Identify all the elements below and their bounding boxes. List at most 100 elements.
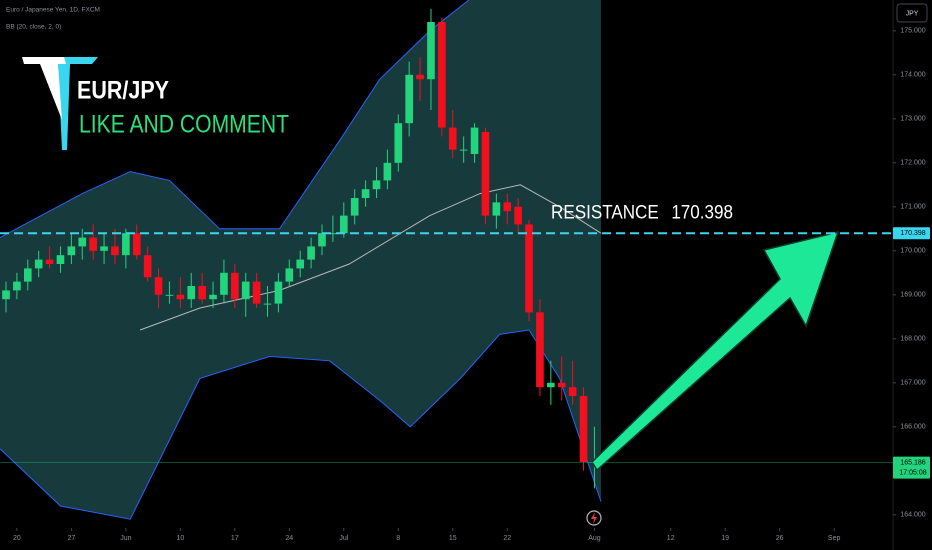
y-tick-label: 173.000 (900, 116, 925, 123)
x-tick-label: 27 (67, 535, 75, 542)
candle-body (13, 281, 21, 291)
y-tick-label: 169.000 (900, 292, 925, 299)
alert-icon[interactable] (586, 510, 602, 526)
x-tick-label: Jul (339, 535, 348, 542)
candle-body (67, 246, 76, 256)
resistance-annotation: RESISTANCE 170.398 (551, 202, 733, 223)
candle-body (547, 382, 555, 388)
chart-title: Euro / Japanese Yen, 1D, FXCM (6, 7, 100, 14)
candle-body (568, 387, 577, 396)
candle-body (372, 180, 381, 190)
x-tick-label: 20 (13, 535, 21, 542)
candle-body (263, 303, 272, 305)
candle-body (78, 237, 87, 247)
candle-body (383, 162, 392, 181)
x-tick-label: 17 (231, 535, 239, 542)
indicator-label: BB (20, close, 2, 0) (6, 24, 61, 31)
logo (22, 57, 98, 150)
candle-body (557, 382, 566, 388)
candle-body (307, 246, 315, 260)
candle-body (111, 246, 119, 256)
y-tick-label: 168.000 (900, 336, 925, 343)
x-tick-label: 22 (503, 535, 511, 542)
y-tick-label: 166.000 (900, 424, 925, 431)
candle-body (252, 281, 261, 304)
last-price-tag (893, 456, 930, 479)
x-tick-label: Aug (588, 535, 601, 542)
candle-body (394, 123, 403, 163)
resistance-value: 170.398 (671, 202, 733, 223)
candle-body (405, 74, 413, 124)
candle-body (329, 233, 337, 235)
y-tick-label: 172.000 (900, 160, 925, 167)
last-price-label: 165.186 (900, 459, 925, 466)
candle-body (350, 198, 359, 216)
candle-body (176, 294, 185, 300)
y-tick-label: 167.000 (900, 380, 925, 387)
candle-body (361, 189, 370, 198)
candle-body (89, 237, 97, 251)
resistance-tag (893, 227, 930, 240)
candle-body (241, 281, 250, 300)
x-tick-label: Jun (120, 535, 131, 542)
candle-body (579, 396, 588, 462)
candle-body (2, 290, 10, 300)
candle-body (132, 233, 141, 256)
x-tick-label: 15 (449, 535, 457, 542)
currency-label: JPY (906, 10, 919, 17)
candle-body (154, 277, 163, 295)
y-tick-label: 164.000 (900, 512, 925, 519)
y-tick-label: 170.000 (900, 248, 925, 255)
candle-body (143, 255, 152, 278)
x-tick-label: 12 (667, 535, 675, 542)
x-tick-label: 24 (285, 535, 293, 542)
candle-body (100, 246, 108, 251)
candle-body (470, 127, 479, 154)
x-tick-label: 8 (396, 535, 400, 542)
x-tick-label: 19 (721, 535, 729, 542)
candle-body (45, 259, 54, 264)
candle-body (416, 74, 424, 80)
resistance-label: RESISTANCE (551, 202, 659, 223)
candle-body (56, 255, 65, 264)
band-line (0, 0, 470, 239)
candle-body (318, 233, 326, 247)
candle-body (285, 268, 294, 282)
candle-body (209, 294, 217, 300)
x-tick-label: 10 (176, 535, 184, 542)
candle-body (503, 202, 512, 212)
y-tick-label: 175.000 (900, 28, 925, 35)
band-line (0, 329, 602, 520)
y-tick-label: 174.000 (900, 72, 925, 79)
candle-body (427, 22, 435, 80)
candle-body (165, 294, 174, 296)
candle-body (514, 206, 522, 225)
candle-body (122, 233, 130, 256)
candle-body (198, 286, 206, 300)
candle-body (296, 259, 305, 269)
arrow (591, 230, 840, 472)
candle-body (459, 149, 468, 151)
candle-body (448, 127, 457, 150)
candle-body (220, 272, 228, 295)
candle-body (438, 22, 446, 128)
band-line (139, 184, 602, 331)
candle-body (23, 268, 32, 282)
candle-body (492, 202, 501, 216)
candle-body (525, 224, 533, 313)
resistance-tag-label: 170.398 (900, 230, 925, 237)
x-tick-label: Sep (828, 535, 841, 542)
candle-body (536, 312, 544, 388)
x-tick-label: 26 (776, 535, 784, 542)
candle-body (231, 272, 239, 300)
candle-body (339, 215, 348, 234)
candle-body (274, 281, 283, 304)
candle-body (187, 286, 196, 300)
y-tick-label: 171.000 (900, 204, 925, 211)
countdown-label: 17:05:08 (899, 469, 926, 476)
currency-button[interactable]: JPY (896, 3, 928, 23)
plot-area (0, 0, 602, 520)
candle-body (481, 132, 490, 216)
tagline: LIKE AND COMMENT (79, 111, 289, 139)
